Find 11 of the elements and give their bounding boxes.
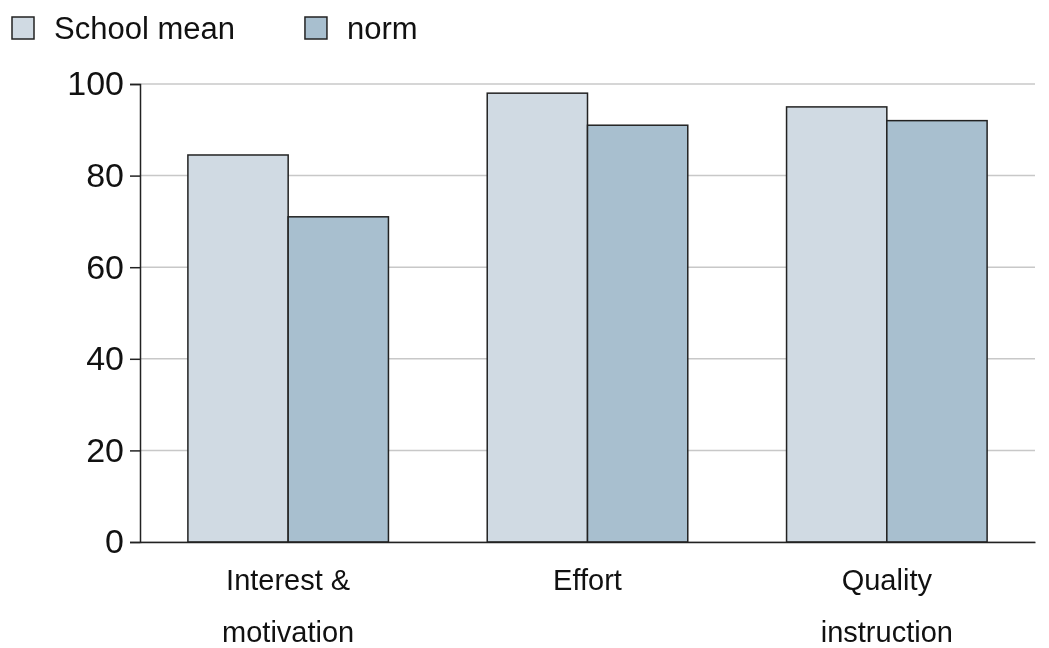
y-tick-label: 100 (67, 64, 124, 103)
legend-label: norm (346, 11, 418, 46)
x-tick-label: Effort (553, 564, 622, 596)
y-tick-label: 20 (86, 430, 124, 469)
x-tick-label: Quality instruction (820, 564, 953, 648)
y-tick-label: 60 (86, 247, 124, 286)
x-tick-label: Interest & motivation (222, 564, 355, 648)
y-tick-label: 80 (86, 155, 124, 194)
y-tick-label: 0 (105, 522, 124, 561)
legend-label: School mean (54, 11, 235, 46)
y-tick-label: 40 (86, 339, 124, 378)
